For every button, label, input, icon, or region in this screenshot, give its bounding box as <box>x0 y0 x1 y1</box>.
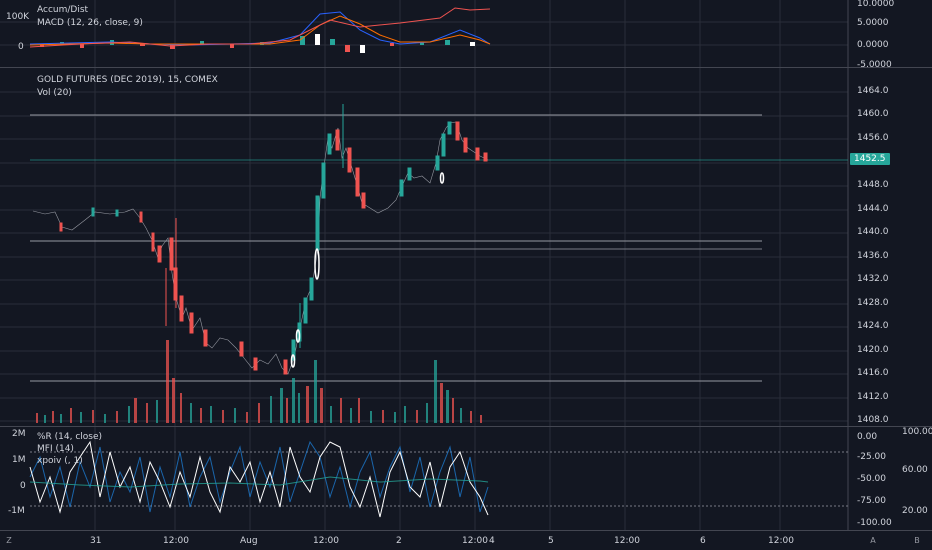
right-axis-label: 0.00 <box>857 432 878 442</box>
left-axis-label: 100K <box>6 12 30 22</box>
price-label: 1416.0 <box>857 368 889 378</box>
time-label: 12:00 <box>768 536 794 546</box>
right-axis-label: -75.00 <box>857 496 887 506</box>
price-label: 1444.0 <box>857 204 889 214</box>
right-axis-label: -100.00 <box>857 518 892 528</box>
symbol-title[interactable]: GOLD FUTURES (DEC 2019), 15, COMEX <box>37 75 218 85</box>
oscillator-chart <box>29 427 849 530</box>
volume-title: Vol (20) <box>37 88 72 98</box>
price-label: 1428.0 <box>857 298 889 308</box>
time-label: 12:00 <box>614 536 640 546</box>
zoom-reset-button[interactable]: Z <box>6 536 12 545</box>
left-axis-label: 0 <box>20 481 26 491</box>
time-label: 12:00 <box>163 536 189 546</box>
time-label: 12:00 <box>462 536 488 546</box>
price-label: 1460.0 <box>857 109 889 119</box>
williams-r-title: %R (14, close) <box>37 432 103 442</box>
time-label: 2 <box>396 536 402 546</box>
williams-r-line <box>29 440 489 518</box>
price-label: 1424.0 <box>857 321 889 331</box>
right-axis-label: -5.0000 <box>857 60 892 70</box>
left-axis-label: 0 <box>18 42 24 52</box>
macd-line <box>29 11 491 46</box>
accum-dist-title: Accum/Dist <box>37 5 89 15</box>
right-axis-label: -50.00 <box>857 474 887 484</box>
far-right-axis-label: 100.00 <box>902 427 932 437</box>
xpoiv-title: xpoiv (, 1) <box>37 456 83 466</box>
horizontal-levels <box>30 114 762 382</box>
time-label: 5 <box>548 536 554 546</box>
left-axis-label: -1M <box>8 506 25 516</box>
time-label: 4 <box>489 536 495 546</box>
price-label: 1408.0 <box>857 415 889 425</box>
pane-separator[interactable] <box>0 426 932 427</box>
time-label: 12:00 <box>313 536 339 546</box>
price-label: 1420.0 <box>857 345 889 355</box>
right-axis-label: 5.0000 <box>857 18 889 28</box>
time-axis[interactable]: 31 12:00 Aug 12:00 2 12:00 4 5 12:00 6 1… <box>0 531 932 550</box>
current-price-tag: 1452.5 <box>850 153 890 165</box>
price-label: 1412.0 <box>857 392 889 402</box>
pane-separator <box>0 530 932 531</box>
left-axis-label: 1M <box>12 455 26 465</box>
macd-title: MACD (12, 26, close, 9) <box>37 18 143 28</box>
price-chart <box>0 68 849 426</box>
pane-separator[interactable] <box>0 67 932 68</box>
price-pane[interactable]: GOLD FUTURES (DEC 2019), 15, COMEX Vol (… <box>0 68 932 426</box>
accum-dist-macd-pane[interactable]: Accum/Dist MACD (12, 26, close, 9) 100K … <box>0 0 932 70</box>
far-right-axis-label: 20.00 <box>902 506 928 516</box>
right-axis-label: 0.0000 <box>857 40 889 50</box>
far-right-axis-label: 60.00 <box>902 465 928 475</box>
ellipse-markers <box>290 172 445 368</box>
time-label: 31 <box>90 536 102 546</box>
volume-bars <box>36 340 482 423</box>
price-label: 1440.0 <box>857 227 889 237</box>
macd-chart <box>0 0 849 67</box>
price-candles <box>32 104 489 375</box>
right-axis-label: -25.00 <box>857 452 887 462</box>
price-label: 1432.0 <box>857 274 889 284</box>
mfi-title: MFI (14) <box>37 444 74 454</box>
log-scale-button[interactable]: B <box>914 536 920 545</box>
time-label: Aug <box>240 536 258 546</box>
price-label: 1448.0 <box>857 180 889 190</box>
price-label: 1436.0 <box>857 251 889 261</box>
auto-scale-button[interactable]: A <box>870 536 876 545</box>
accum-dist-line <box>29 7 491 48</box>
right-axis-label: 10.0000 <box>857 0 895 9</box>
left-axis-label: 2M <box>12 429 26 439</box>
time-label: 6 <box>700 536 706 546</box>
price-label: 1456.0 <box>857 133 889 143</box>
xpoiv-line <box>29 476 489 488</box>
price-label: 1464.0 <box>857 86 889 96</box>
oscillator-pane[interactable]: %R (14, close) MFI (14) xpoiv (, 1) 2M 1… <box>0 427 932 530</box>
